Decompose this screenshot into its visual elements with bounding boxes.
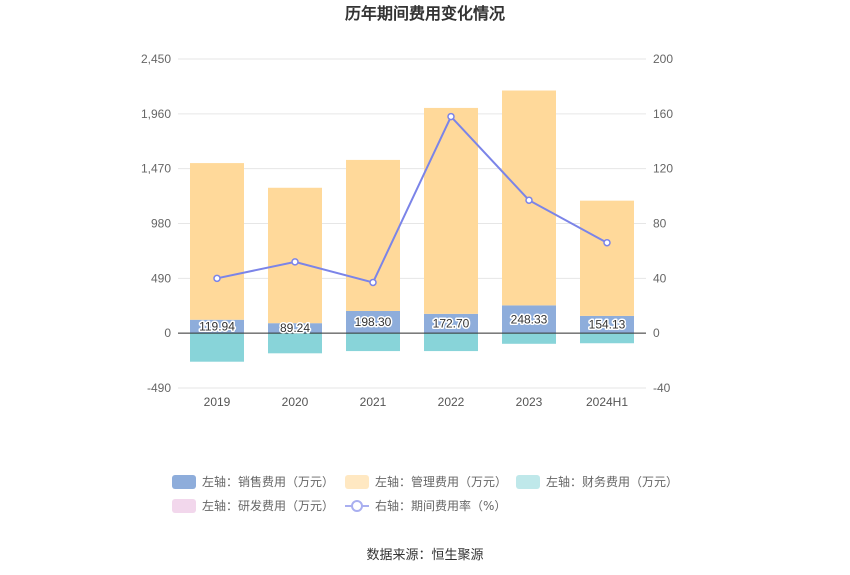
bar-sales-2021 bbox=[346, 310, 400, 334]
bar-finance-2023 bbox=[502, 333, 556, 344]
right-tick-label: 120 bbox=[653, 162, 673, 176]
category-label-2023: 2023 bbox=[516, 395, 543, 409]
right-axis: 200 160 120 80 40 0 -40 bbox=[653, 52, 673, 395]
category-label-2021: 2021 bbox=[360, 395, 387, 409]
legend-item-finance[interactable]: 左轴：财务费用（万元） bbox=[516, 474, 678, 489]
bar-admin-2021 bbox=[346, 159, 400, 311]
source-note: 数据来源：恒生聚源 bbox=[366, 548, 483, 563]
rate-point-2020 bbox=[291, 258, 299, 266]
bar-value-label-2023: 248.33 bbox=[511, 312, 548, 326]
right-tick-label: 160 bbox=[653, 107, 673, 121]
bar-value-label-2020: 89.24 bbox=[280, 321, 310, 335]
left-tick-label: 2,450 bbox=[141, 52, 171, 66]
bar-sales-2024H1 bbox=[580, 315, 634, 334]
chart-title: 历年期间费用变化情况 bbox=[345, 4, 505, 23]
right-tick-label: 40 bbox=[653, 271, 667, 285]
bar-admin-2022 bbox=[424, 107, 478, 314]
rate-point-2022 bbox=[447, 112, 455, 121]
legend-item-sales[interactable]: 左轴：销售费用（万元） bbox=[172, 474, 334, 489]
bar-finance-2020 bbox=[268, 333, 322, 354]
category-label-2022: 2022 bbox=[438, 395, 465, 409]
bar-value-label-2024H1: 154.13 bbox=[589, 318, 626, 332]
legend-label-rnd: 左轴：研发费用（万元） bbox=[202, 498, 334, 513]
category-label-2019: 2019 bbox=[204, 395, 231, 409]
bar-sales-2022 bbox=[424, 313, 478, 334]
left-axis: 2,450 1,960 1,470 980 490 0 -490 bbox=[141, 52, 171, 395]
bar-admin-2024H1 bbox=[580, 200, 634, 316]
category-label-2020: 2020 bbox=[282, 395, 309, 409]
legend-swatch-sales bbox=[172, 475, 196, 489]
right-tick-label: 80 bbox=[653, 217, 667, 231]
bar-value-label-2021: 198.30 bbox=[355, 315, 392, 329]
rate-line bbox=[216, 114, 608, 284]
left-tick-label: 490 bbox=[151, 271, 171, 285]
legend-label-rate: 右轴：期间费用率（%） bbox=[375, 498, 506, 513]
bar-value-label-2022: 172.70 bbox=[433, 317, 470, 331]
right-tick-label: -40 bbox=[653, 381, 671, 395]
legend-swatch-rnd bbox=[172, 499, 196, 513]
right-tick-label: 0 bbox=[653, 326, 660, 340]
left-tick-label: 1,960 bbox=[141, 107, 171, 121]
rate-point-2019 bbox=[213, 274, 221, 283]
legend-label-sales: 左轴：销售费用（万元） bbox=[202, 474, 334, 489]
legend-swatch-admin bbox=[345, 475, 369, 489]
bar-finance-2022 bbox=[424, 333, 478, 352]
rate-point-2023 bbox=[525, 196, 533, 204]
bars bbox=[190, 90, 634, 362]
left-tick-label: -490 bbox=[147, 381, 171, 395]
legend-marker-rate bbox=[351, 500, 363, 512]
bar-sales-2019 bbox=[190, 319, 244, 334]
legend-label-admin: 左轴：管理费用（万元） bbox=[375, 474, 507, 489]
bar-value-labels: 119.94 89.24 198.30 172.70 248.33 154.13 bbox=[198, 311, 628, 337]
category-label-2024H1: 2024H1 bbox=[586, 395, 628, 409]
bar-sales-2020 bbox=[268, 323, 322, 334]
legend-item-rate[interactable]: 右轴：期间费用率（%） bbox=[345, 498, 506, 513]
bar-admin-2019 bbox=[190, 163, 244, 320]
legend-label-finance: 左轴：财务费用（万元） bbox=[546, 474, 678, 489]
category-axis: 2019 2020 2021 2022 2023 2024H1 bbox=[204, 395, 629, 409]
bar-finance-2024H1 bbox=[580, 333, 634, 344]
bar-value-label-2019: 119.94 bbox=[199, 319, 235, 333]
bar-admin-2020 bbox=[268, 187, 322, 324]
legend-item-rnd[interactable]: 左轴：研发费用（万元） bbox=[172, 498, 334, 513]
bar-finance-2019 bbox=[190, 333, 244, 362]
left-tick-label: 0 bbox=[164, 326, 171, 340]
left-tick-label: 1,470 bbox=[141, 162, 171, 176]
left-tick-label: 980 bbox=[151, 217, 171, 231]
legend: 左轴：销售费用（万元） 左轴：管理费用（万元） 左轴：财务费用（万元） 左轴：研… bbox=[172, 474, 678, 513]
rate-point-2024H1 bbox=[603, 238, 611, 247]
bar-finance-2021 bbox=[346, 333, 400, 352]
bar-sales-2023 bbox=[502, 305, 556, 334]
right-tick-label: 200 bbox=[653, 52, 673, 66]
legend-swatch-finance bbox=[516, 475, 540, 489]
legend-item-admin[interactable]: 左轴：管理费用（万元） bbox=[345, 474, 507, 489]
rate-point-2021 bbox=[369, 278, 377, 287]
grid bbox=[178, 58, 646, 389]
expense-rate-line bbox=[213, 112, 611, 287]
